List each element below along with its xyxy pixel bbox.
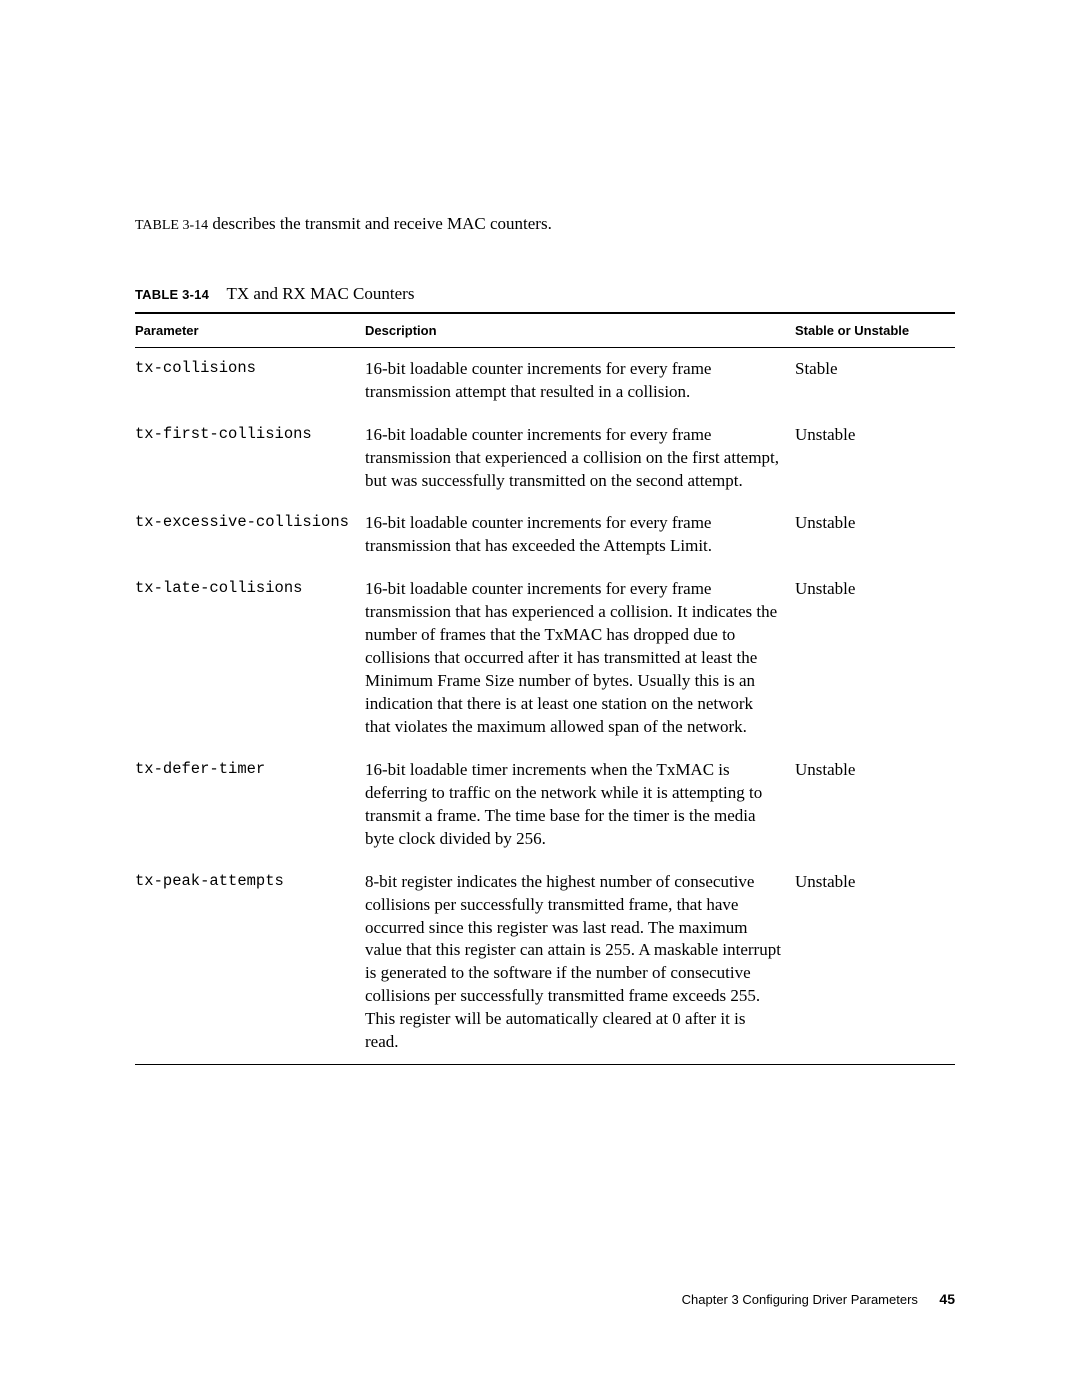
table-row: tx-first-collisions 16-bit loadable coun…	[135, 414, 955, 503]
table-caption-label: TABLE 3-14	[135, 287, 209, 302]
table-header-row: Parameter Description Stable or Unstable	[135, 313, 955, 348]
cell-stable: Unstable	[795, 502, 955, 568]
cell-desc: 16-bit loadable counter increments for e…	[365, 502, 795, 568]
cell-stable: Unstable	[795, 861, 955, 1065]
cell-stable: Unstable	[795, 568, 955, 749]
intro-paragraph: TABLE 3-14 describes the transmit and re…	[135, 212, 955, 236]
cell-param: tx-peak-attempts	[135, 861, 365, 1065]
cell-param: tx-excessive-collisions	[135, 502, 365, 568]
table-row: tx-defer-timer 16-bit loadable timer inc…	[135, 749, 955, 861]
intro-text: describes the transmit and receive MAC c…	[208, 214, 552, 233]
cell-param: tx-first-collisions	[135, 414, 365, 503]
header-parameter: Parameter	[135, 313, 365, 348]
cell-stable: Unstable	[795, 749, 955, 861]
cell-param: tx-late-collisions	[135, 568, 365, 749]
page-container: TABLE 3-14 describes the transmit and re…	[0, 0, 1080, 1397]
cell-desc: 16-bit loadable timer increments when th…	[365, 749, 795, 861]
cell-stable: Unstable	[795, 414, 955, 503]
mac-counters-table: Parameter Description Stable or Unstable…	[135, 312, 955, 1065]
table-row: tx-excessive-collisions 16-bit loadable …	[135, 502, 955, 568]
table-caption: TABLE 3-14 TX and RX MAC Counters	[135, 284, 955, 304]
table-caption-title: TX and RX MAC Counters	[227, 284, 415, 303]
table-row: tx-late-collisions 16-bit loadable count…	[135, 568, 955, 749]
footer-chapter: Chapter 3 Configuring Driver Parameters	[682, 1292, 918, 1307]
cell-desc: 16-bit loadable counter increments for e…	[365, 568, 795, 749]
intro-table-ref: TABLE 3-14	[135, 218, 208, 233]
cell-param: tx-collisions	[135, 347, 365, 413]
cell-desc: 16-bit loadable counter increments for e…	[365, 347, 795, 413]
header-stable: Stable or Unstable	[795, 313, 955, 348]
cell-param: tx-defer-timer	[135, 749, 365, 861]
cell-stable: Stable	[795, 347, 955, 413]
header-description: Description	[365, 313, 795, 348]
page-footer: Chapter 3 Configuring Driver Parameters …	[682, 1291, 955, 1309]
cell-desc: 8-bit register indicates the highest num…	[365, 861, 795, 1065]
footer-page-number: 45	[939, 1291, 955, 1307]
cell-desc: 16-bit loadable counter increments for e…	[365, 414, 795, 503]
table-row: tx-peak-attempts 8-bit register indicate…	[135, 861, 955, 1065]
table-row: tx-collisions 16-bit loadable counter in…	[135, 347, 955, 413]
